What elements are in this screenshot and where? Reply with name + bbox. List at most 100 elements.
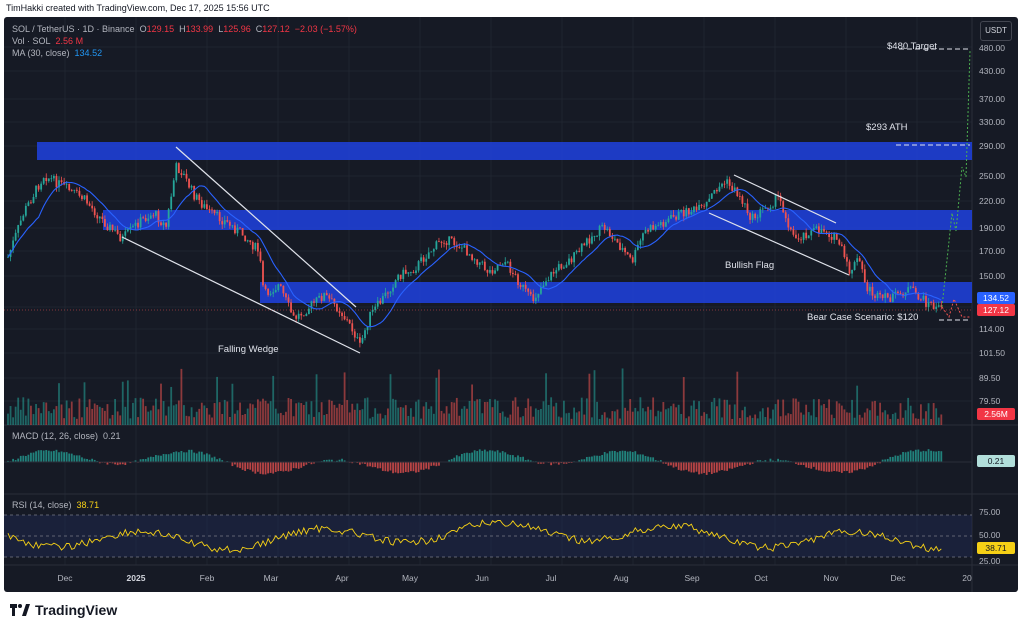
candle-body (175, 163, 178, 181)
volume-bar (647, 406, 649, 425)
volume-bar (927, 403, 930, 425)
candle-body (754, 213, 757, 219)
volume-bar (73, 417, 76, 425)
macd-histogram-bar (65, 452, 68, 462)
bullish-projection-path (941, 50, 971, 308)
volume-bar (292, 416, 295, 425)
candle-body (132, 225, 134, 227)
volume-bar (420, 418, 422, 425)
volume-bar (374, 408, 377, 425)
candle-body (313, 301, 315, 303)
macd-histogram-bar (815, 462, 818, 470)
price-scale-label: 79.50 (979, 396, 1001, 406)
volume-bar (751, 417, 754, 425)
volume-bar (825, 407, 828, 425)
volume-bar (899, 403, 902, 425)
macd-histogram-bar (710, 462, 713, 475)
volume-bar (856, 385, 859, 425)
macd-histogram-bar (886, 458, 889, 462)
macd-histogram-bar (119, 462, 122, 465)
candle-body (24, 205, 27, 216)
candle-body (40, 183, 43, 190)
candle-body (70, 190, 73, 191)
candle-body (200, 200, 203, 208)
candle-body (458, 247, 461, 249)
candle-body (756, 217, 759, 219)
volume-bar (795, 398, 797, 425)
volume-bar (88, 399, 91, 425)
macd-histogram-bar (450, 459, 453, 462)
chart-area[interactable]: SOL / TetherUS · 1D · Binance O129.15 H1… (4, 17, 1018, 592)
candle-body (552, 272, 555, 274)
macd-histogram-bar (925, 451, 927, 462)
last-price-tag: 127.12 (977, 304, 1015, 316)
candle-body (662, 222, 665, 227)
candle-body (234, 225, 236, 234)
candle-body (636, 244, 639, 250)
macd-histogram-bar (598, 455, 601, 462)
volume-bar (361, 409, 364, 425)
candle-body (489, 270, 491, 273)
macd-label: MACD (12, 26, close) (12, 431, 99, 441)
macd-histogram-bar (397, 462, 400, 474)
macd-histogram-bar (784, 460, 787, 462)
volume-bar (575, 412, 578, 425)
candle-body (231, 225, 234, 227)
candle-body (448, 236, 451, 245)
volume-bar (805, 404, 808, 425)
candle-body (104, 219, 106, 227)
volume-bar (14, 406, 17, 425)
candle-body (167, 209, 170, 227)
volume-bar (545, 373, 547, 425)
macd-histogram-bar (277, 462, 280, 472)
volume-bar (591, 417, 593, 425)
macd-histogram-bar (269, 462, 272, 473)
volume-bar (376, 413, 379, 425)
volume-bar (231, 383, 234, 425)
open-value: 129.15 (146, 24, 175, 34)
macd-histogram-bar (779, 460, 782, 462)
volume-bar (463, 406, 466, 425)
candle-body (206, 204, 208, 210)
macd-histogram-bar (58, 452, 60, 462)
volume-bar (369, 418, 371, 425)
volume-bar (392, 398, 394, 425)
macd-histogram-bar (649, 457, 652, 462)
volume-bar (881, 412, 884, 425)
macd-histogram-bar (626, 451, 629, 462)
volume-bar (598, 418, 601, 425)
macd-histogram-bar (121, 462, 124, 465)
macd-histogram-bar (522, 456, 524, 462)
macd-histogram-bar (149, 456, 152, 462)
time-axis-label: Mar (263, 573, 279, 583)
macd-histogram-bar (738, 462, 741, 466)
macd-histogram-bar (512, 455, 514, 462)
candle-body (731, 185, 734, 191)
volume-bar (914, 418, 917, 425)
volume-bar (619, 418, 621, 425)
volume-bar (114, 399, 116, 425)
candle-body (833, 233, 836, 240)
volume-bar (810, 415, 813, 425)
macd-histogram-bar (160, 455, 162, 462)
candle-body (111, 224, 114, 231)
volume-bar (787, 413, 790, 425)
volume-bar (698, 401, 700, 425)
candle-body (603, 224, 606, 230)
candle-body (75, 189, 78, 191)
macd-histogram-bar (588, 456, 591, 462)
currency-selector-button[interactable]: USDT (980, 21, 1012, 41)
chart-canvas[interactable] (4, 17, 1018, 592)
macd-histogram-bar (313, 462, 315, 464)
macd-histogram-bar (568, 462, 570, 464)
volume-bar (387, 408, 389, 425)
candle-body (407, 272, 410, 274)
macd-histogram-bar (203, 454, 206, 462)
volume-bar (879, 402, 881, 425)
macd-histogram-bar (236, 462, 239, 468)
macd-histogram-bar (846, 462, 848, 471)
time-axis-label: Apr (335, 573, 349, 583)
candle-body (106, 226, 109, 231)
volume-bar (366, 397, 369, 425)
volume-bar (162, 401, 165, 425)
